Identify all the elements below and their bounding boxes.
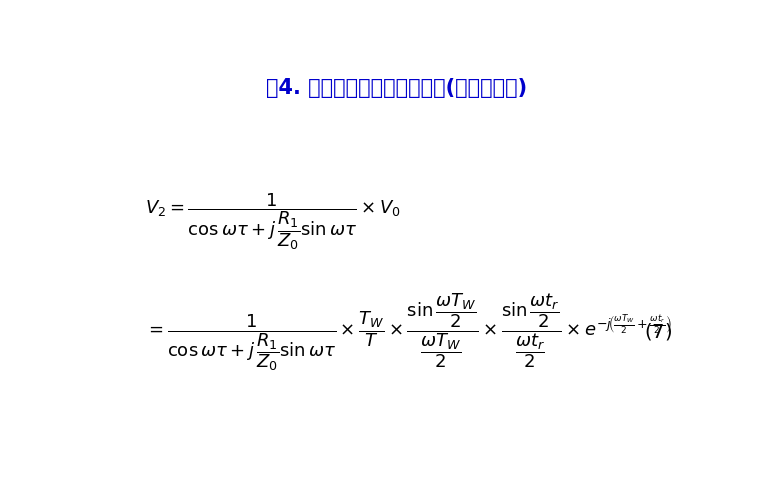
Text: $= \dfrac{1}{\cos\omega\tau + j\,\dfrac{R_1}{Z_0}\sin\omega\tau}\times\dfrac{T_W: $= \dfrac{1}{\cos\omega\tau + j\,\dfrac{… xyxy=(145,291,671,373)
Text: $V_2 = \dfrac{1}{\cos\omega\tau + j\,\dfrac{R_1}{Z_0}\sin\omega\tau}\times V_0$: $V_2 = \dfrac{1}{\cos\omega\tau + j\,\df… xyxy=(145,191,401,251)
Text: 図4. 遠端の電圧の周波数特性(台形信号源): 図4. 遠端の電圧の周波数特性(台形信号源) xyxy=(266,78,527,99)
Text: $(7)$: $(7)$ xyxy=(644,321,672,343)
